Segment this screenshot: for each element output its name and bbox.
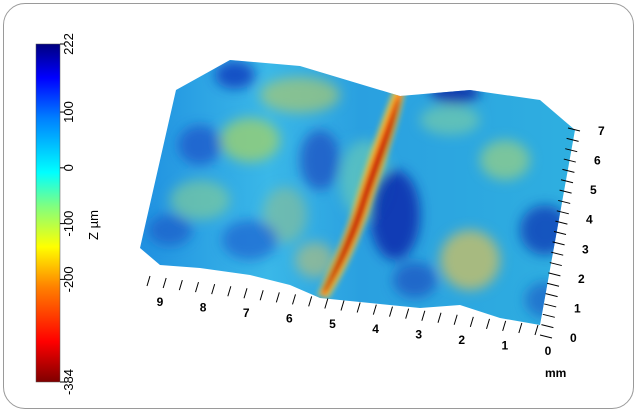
y-axis-tick-mark <box>545 293 558 298</box>
y-axis: 0 1 2 3 4 5 6 7 <box>539 124 605 345</box>
x-axis-tick-mark <box>486 318 490 330</box>
colorbar-tick-label: -384 <box>61 369 76 395</box>
y-axis-tick-mark <box>566 137 579 142</box>
x-axis-tick-mark <box>211 284 216 295</box>
x-axis-tick-label: 7 <box>243 306 250 320</box>
colorbar-tick-label: -200 <box>61 266 76 292</box>
x-axis-tick-label: 1 <box>502 339 509 353</box>
x-axis-tick-label: 5 <box>329 317 336 331</box>
x-axis-tick-label: 8 <box>200 300 207 314</box>
y-axis-tick-mark <box>551 251 564 256</box>
x-axis-tick-mark <box>275 292 280 303</box>
y-axis-tick-label: 1 <box>574 301 581 315</box>
x-axis-tick-mark <box>324 298 329 309</box>
x-axis-tick-mark <box>421 310 426 321</box>
y-axis-tick-mark <box>563 158 576 163</box>
x-axis-tick-mark <box>502 320 507 332</box>
x-axis-tick-label: 4 <box>372 322 379 336</box>
x-axis-tick-mark <box>356 302 361 313</box>
y-axis-tick-label: 7 <box>598 124 605 138</box>
x-axis-tick-mark <box>259 290 264 301</box>
y-axis-tick-mark <box>539 334 553 339</box>
x-axis-tick-mark <box>227 286 232 297</box>
x-axis-tick-mark <box>146 275 151 287</box>
colorbar-tick-label: 0 <box>61 164 76 171</box>
y-axis-tick-mark <box>559 189 572 194</box>
x-axis-tick-mark <box>372 304 377 315</box>
y-axis-tick-mark <box>558 199 571 204</box>
y-axis-tick-mark <box>567 127 581 132</box>
x-axis-tick-mark <box>518 322 523 334</box>
x-axis-tick-label: 3 <box>415 328 422 342</box>
y-axis-tick-mark <box>542 313 555 318</box>
x-axis-tick-mark <box>243 288 248 299</box>
x-axis-tick-mark <box>195 281 199 293</box>
y-axis-tick-mark <box>544 303 557 308</box>
y-axis-tick-label: 2 <box>578 272 585 286</box>
x-axis-tick-label: 0 <box>545 344 552 358</box>
y-axis-tick-mark <box>552 241 565 246</box>
y-axis-tick-label: 5 <box>590 183 597 197</box>
colorbar-gradient <box>35 43 61 383</box>
colorbar-tick-label: 100 <box>61 101 76 123</box>
y-axis-tick-mark <box>546 282 560 287</box>
surface-groove <box>318 88 405 298</box>
x-axis-tick-mark <box>534 324 539 336</box>
x-axis-tick-mark <box>469 316 474 327</box>
y-axis-tick-mark <box>555 220 568 225</box>
x-axis-tick-mark <box>340 300 345 311</box>
y-axis-tick-label: 3 <box>582 242 589 256</box>
x-axis-tick-mark <box>437 312 442 323</box>
x-axis-tick-mark <box>308 296 313 307</box>
colorbar-label: Z µm <box>86 210 101 240</box>
y-axis-tick-mark <box>556 210 569 215</box>
x-axis-tick-mark <box>405 308 410 319</box>
y-axis-tick-mark <box>549 262 562 267</box>
y-axis-tick-label: 0 <box>570 331 577 345</box>
y-axis-tick-mark <box>562 168 575 173</box>
y-axis-tick-mark <box>548 272 561 277</box>
x-axis: 9 8 7 6 5 4 3 2 1 0 <box>146 275 552 358</box>
x-axis-tick-label: 2 <box>458 333 465 347</box>
y-axis-tick-mark <box>541 324 554 329</box>
x-axis-tick-label: 6 <box>286 311 293 325</box>
y-axis-tick-label: 6 <box>594 154 601 168</box>
x-axis-tick-mark <box>453 314 458 325</box>
x-axis-tick-label: 9 <box>157 295 164 309</box>
x-axis-tick-mark <box>178 279 183 291</box>
surface <box>140 60 575 325</box>
y-axis-tick-label: 4 <box>586 213 593 227</box>
colorbar-tick-label: -100 <box>61 211 76 237</box>
y-axis-tick-mark <box>565 148 578 153</box>
colorbar: 222 100 0 -100 -200 -384 Z µm <box>35 33 101 395</box>
y-axis-tick-mark <box>560 179 574 184</box>
x-axis-unit: mm <box>545 366 566 380</box>
x-axis-tick-mark <box>389 306 393 317</box>
x-axis-tick-mark <box>162 277 167 289</box>
y-axis-tick-mark <box>553 231 567 235</box>
x-axis-tick-mark <box>292 294 296 305</box>
colorbar-tick-label: 222 <box>61 33 76 55</box>
colorbar-ticks: 222 100 0 -100 -200 -384 <box>60 33 76 395</box>
